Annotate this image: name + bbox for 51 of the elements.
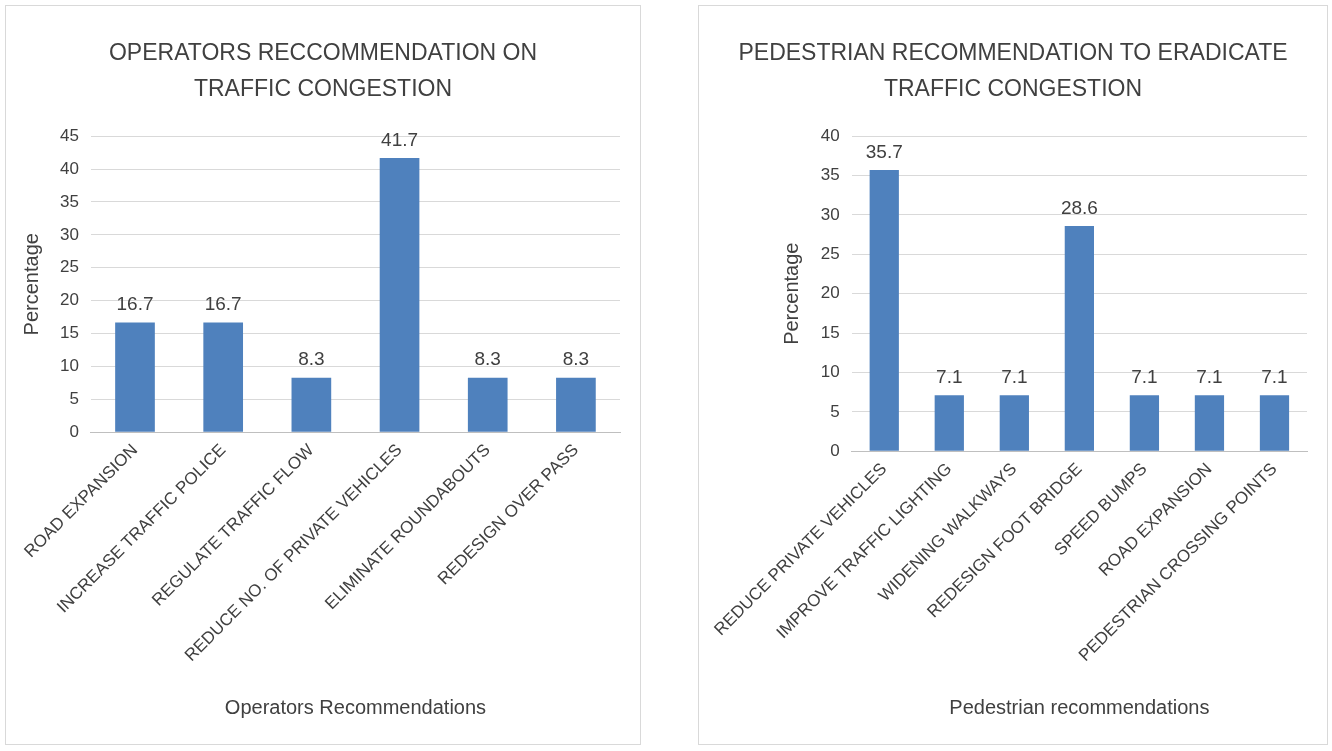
- x-axis-title: Operators Recommendations: [224, 695, 487, 718]
- bar: [999, 395, 1029, 451]
- y-tick-label: 0: [830, 440, 840, 460]
- data-label: 8.3: [562, 348, 590, 370]
- bar: [1259, 395, 1290, 451]
- y-tick-label: 35: [59, 191, 79, 211]
- data-label: 7.1: [1196, 366, 1223, 388]
- bar: [1064, 225, 1094, 451]
- bar: [291, 377, 332, 432]
- y-tick-label: 15: [59, 323, 79, 343]
- bar: [556, 377, 596, 432]
- data-label: 41.7: [381, 128, 419, 150]
- y-tick-label: 35: [820, 165, 840, 185]
- y-tick-label: 20: [59, 290, 79, 310]
- bar: [203, 322, 244, 432]
- y-tick-label: 40: [820, 125, 840, 145]
- data-label: 8.3: [474, 348, 501, 370]
- y-tick-label: 5: [69, 389, 79, 409]
- y-tick-label: 10: [820, 362, 840, 382]
- data-label: 16.7: [204, 293, 242, 315]
- y-axis-title: Percentage: [19, 233, 42, 336]
- y-tick-label: 15: [820, 322, 840, 342]
- y-tick-label: 30: [820, 204, 840, 224]
- data-label: 7.1: [1131, 366, 1158, 388]
- data-label: 7.1: [936, 366, 963, 388]
- data-label: 8.3: [298, 348, 325, 370]
- y-tick-label: 40: [59, 158, 79, 178]
- y-tick-label: 10: [59, 356, 79, 376]
- bar: [1129, 395, 1160, 451]
- chart-title: PEDESTRIAN RECOMMENDATION TO ERADICATE TRAFFIC CONGESTION: [737, 38, 1289, 103]
- y-tick-label: 25: [820, 244, 840, 264]
- bar: [379, 157, 420, 432]
- bar: [869, 170, 899, 451]
- y-tick-label: 5: [830, 401, 840, 421]
- bar: [115, 322, 155, 432]
- bar: [467, 377, 508, 432]
- y-tick-label: 20: [820, 283, 840, 303]
- chart-title: OPERATORS RECCOMMENDATION ON TRAFFIC CONGESTION: [107, 38, 539, 103]
- x-axis-title: Pedestrian recommendations: [949, 695, 1210, 718]
- bar: [934, 395, 964, 451]
- y-axis-title: Percentage: [780, 242, 803, 345]
- y-tick-label: 45: [59, 125, 79, 145]
- bar: [1194, 395, 1225, 451]
- data-label: 35.7: [865, 140, 903, 162]
- data-label: 28.6: [1060, 196, 1098, 218]
- data-label: 7.1: [1261, 366, 1288, 388]
- y-tick-label: 30: [59, 224, 79, 244]
- data-label: 16.7: [116, 293, 154, 315]
- y-tick-label: 0: [69, 421, 79, 441]
- y-tick-label: 25: [59, 257, 79, 277]
- data-label: 7.1: [1001, 366, 1028, 388]
